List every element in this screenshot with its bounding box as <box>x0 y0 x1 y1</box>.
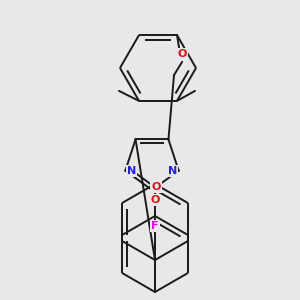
Text: O: O <box>151 182 161 192</box>
Text: N: N <box>127 166 136 176</box>
Text: N: N <box>168 166 177 176</box>
Text: F: F <box>151 221 159 231</box>
Text: O: O <box>150 195 160 205</box>
Text: O: O <box>177 49 187 59</box>
Text: O: O <box>177 49 187 59</box>
Text: F: F <box>151 221 159 231</box>
Text: N: N <box>127 166 136 176</box>
Text: N: N <box>168 166 177 176</box>
Text: O: O <box>151 182 161 192</box>
Text: O: O <box>150 195 160 205</box>
